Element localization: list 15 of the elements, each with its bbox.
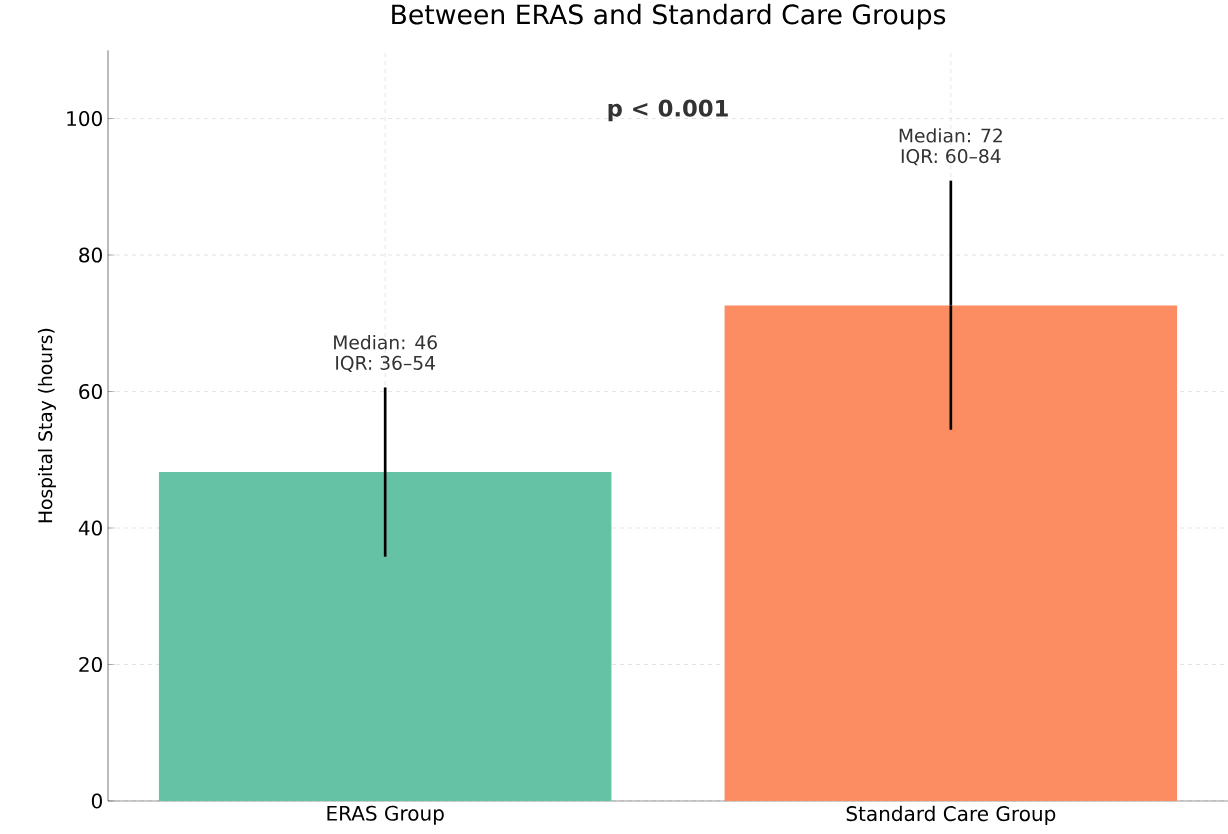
y-tick-label: 60 bbox=[79, 383, 102, 400]
annotation: IQR: 36–54 bbox=[336, 355, 435, 373]
y-tick-label: 40 bbox=[78, 520, 102, 536]
y-tick-label: 100 bbox=[67, 110, 102, 127]
x-tick-label: Standard Care Group bbox=[846, 805, 1056, 826]
y-tick-label: 20 bbox=[79, 656, 102, 673]
x-tick-label: ERAS Group bbox=[327, 805, 444, 825]
y-tick-label: 80 bbox=[79, 247, 102, 263]
annotation: IQR: 60–84 bbox=[901, 149, 1001, 166]
y-axis-title: Hospital Stay (hours) bbox=[37, 328, 56, 523]
annotation: p < 0.001 bbox=[608, 99, 728, 122]
chart-title: Between ERAS and Standard Care Groups bbox=[392, 3, 946, 30]
y-tick-label: 0 bbox=[91, 793, 102, 809]
annotation: Median: 72 bbox=[899, 128, 1002, 143]
annotation: Median: 46 bbox=[334, 334, 437, 350]
